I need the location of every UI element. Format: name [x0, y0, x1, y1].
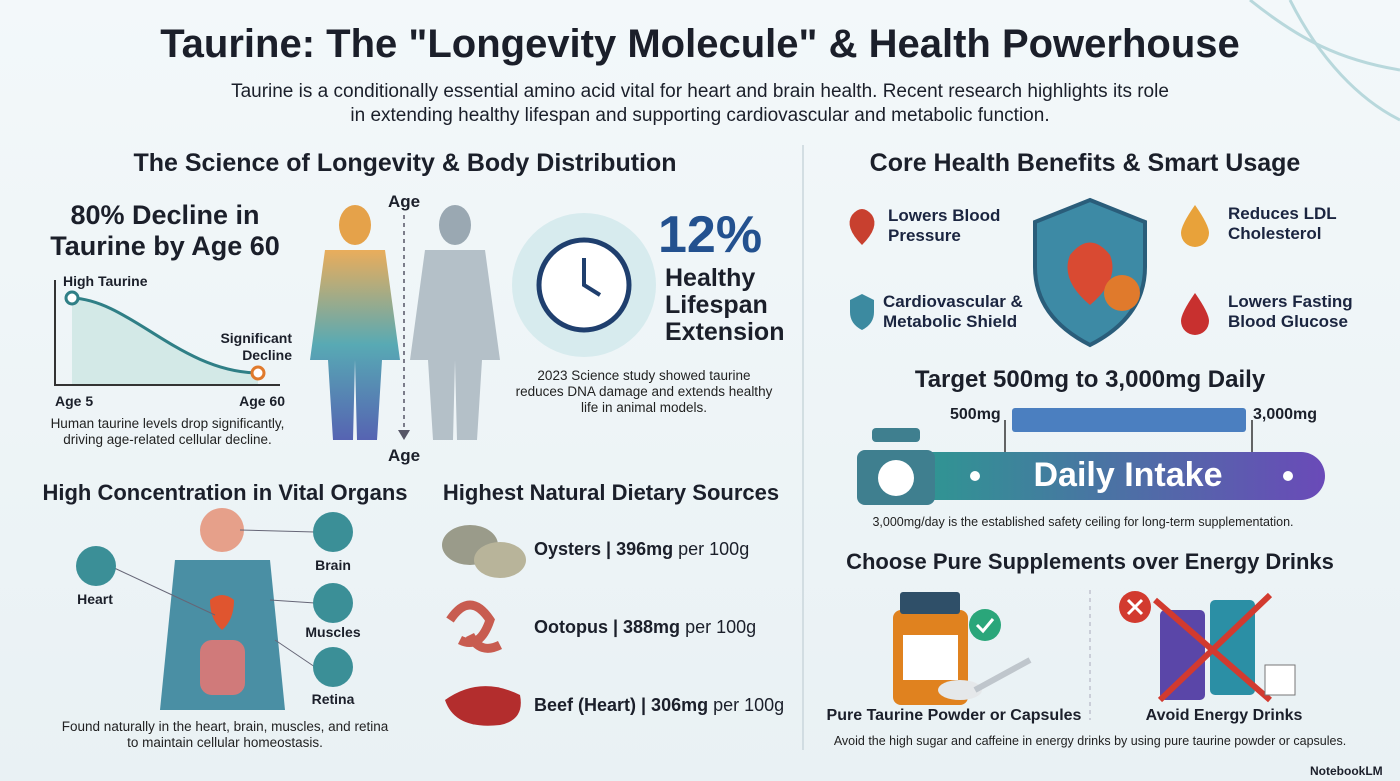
- title: Taurine: The "Longevity Molecule" & Heal…: [160, 22, 1240, 66]
- bad-choice: Avoid Energy Drinks: [1145, 707, 1303, 724]
- organ-label: Muscles: [305, 624, 361, 640]
- age-label: Age: [388, 446, 421, 465]
- graph-label: Age 60: [239, 393, 285, 409]
- organ-label: Heart: [77, 591, 113, 607]
- caption: Human taurine levels drop significantly,…: [50, 416, 285, 447]
- caption: 3,000mg/day is the established safety ce…: [872, 515, 1294, 529]
- caption: 2023 Science study showed taurine reduce…: [515, 368, 773, 415]
- source-unit: per 100g: [678, 539, 750, 559]
- organ-label: Brain: [315, 557, 351, 573]
- section-heading: Highest Natural Dietary Sources: [442, 480, 780, 505]
- source-item: Beef (Heart) | 306mg per 100g: [534, 695, 784, 716]
- benefit: Lowers Blood Pressure: [888, 206, 1001, 245]
- graph-label: Age 5: [55, 393, 94, 409]
- graph-label: High Taurine: [63, 273, 148, 289]
- graph-label: Significant Decline: [220, 330, 292, 363]
- lifespan-label: Healthy Lifespan Extension: [665, 264, 785, 346]
- dose-bars: [857, 408, 1325, 505]
- body-figures: [310, 205, 500, 440]
- supplement-icons: [893, 590, 1296, 720]
- section-heading: High Concentration in Vital Organs: [42, 480, 408, 505]
- caption: Avoid the high sugar and caffeine in ene…: [833, 734, 1347, 748]
- benefit: Cardiovascular & Metabolic Shield: [883, 292, 1023, 331]
- decline-title: 80% Decline in Taurine by Age 60: [50, 200, 280, 261]
- organ-label: Retina: [311, 691, 355, 707]
- source-unit: per 100g: [685, 617, 757, 637]
- source-name: Ootopus | 388mg: [534, 617, 681, 637]
- organ-body: [76, 508, 353, 710]
- decline-graph: [54, 280, 280, 386]
- good-choice: Pure Taurine Powder or Capsules: [826, 707, 1082, 724]
- subtitle: Taurine is a conditionally essential ami…: [231, 81, 1169, 126]
- lifespan-value: 12%: [658, 206, 763, 264]
- section-heading: Core Health Benefits & Smart Usage: [869, 149, 1301, 177]
- source-name: Oysters | 396mg: [534, 539, 674, 559]
- age-label: Age: [388, 192, 421, 211]
- source-unit: per 100g: [713, 695, 785, 715]
- section-heading: The Science of Longevity & Body Distribu…: [133, 149, 677, 177]
- benefit-icons: [849, 197, 1209, 348]
- clock-icon: [512, 213, 656, 357]
- dna-decoration: [1249, 0, 1400, 122]
- source-item: Oysters | 396mg per 100g: [534, 539, 749, 560]
- section-heading: Target 500mg to 3,000mg Daily: [914, 366, 1266, 393]
- source-item: Ootopus | 388mg per 100g: [534, 617, 756, 638]
- source-name: Beef (Heart) | 306mg: [534, 695, 709, 715]
- dose-max: 3,000mg: [1253, 406, 1318, 423]
- section-heading: Choose Pure Supplements over Energy Drin…: [846, 549, 1334, 574]
- food-icons: [442, 525, 526, 726]
- benefit: Lowers Fasting Blood Glucose: [1228, 292, 1353, 331]
- brand: NotebookLM: [1310, 764, 1383, 778]
- dose-min: 500mg: [950, 406, 1001, 423]
- benefit: Reduces LDL Cholesterol: [1228, 204, 1337, 243]
- caption: Found naturally in the heart, brain, mus…: [61, 719, 389, 750]
- dose-bar-label: Daily Intake: [1033, 456, 1223, 494]
